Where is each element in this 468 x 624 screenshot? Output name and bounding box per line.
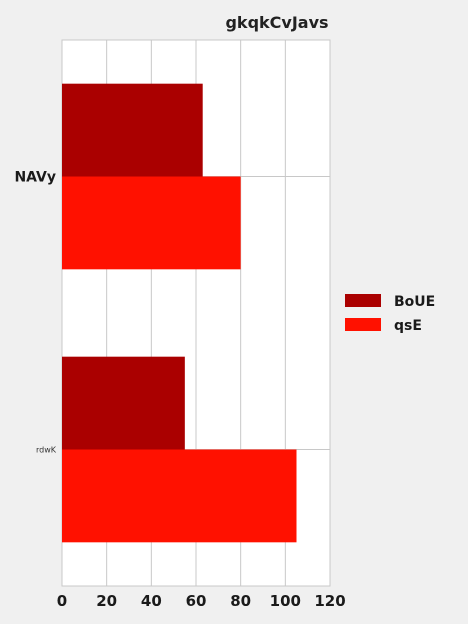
x-tick-label: 100 bbox=[270, 592, 301, 610]
bar bbox=[62, 176, 241, 270]
y-axis-categories: NAVy rdwK bbox=[14, 170, 56, 455]
chart-title: gkqkCvJavs bbox=[225, 13, 328, 32]
legend: BoUE qsE bbox=[345, 294, 435, 334]
legend-swatch bbox=[345, 318, 381, 331]
x-tick-label: 0 bbox=[57, 592, 67, 610]
x-tick-label: 20 bbox=[96, 592, 117, 610]
bar bbox=[62, 356, 185, 450]
legend-label: BoUE bbox=[394, 294, 435, 310]
bar bbox=[62, 83, 203, 177]
x-tick-label: 60 bbox=[186, 592, 207, 610]
bars bbox=[62, 83, 297, 543]
bar bbox=[62, 449, 297, 543]
legend-swatch bbox=[345, 294, 381, 307]
x-tick-label: 40 bbox=[141, 592, 162, 610]
x-tick-label: 120 bbox=[314, 592, 345, 610]
x-axis-ticks: 0 20 40 60 80 100 120 bbox=[57, 592, 346, 610]
legend-label: qsE bbox=[394, 318, 422, 334]
y-category-label: rdwK bbox=[36, 446, 57, 455]
y-category-label: NAVy bbox=[14, 170, 56, 186]
x-tick-label: 80 bbox=[230, 592, 251, 610]
